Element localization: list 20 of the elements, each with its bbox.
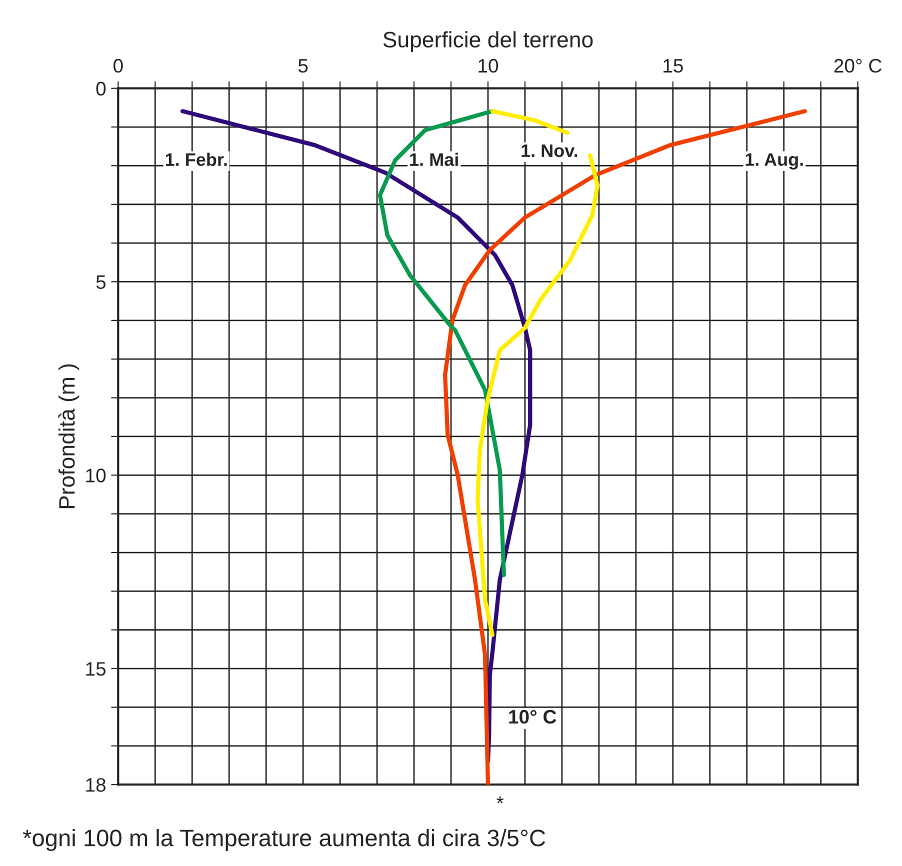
y-tick-label: 18 <box>86 778 106 792</box>
annotation: 10° C <box>509 710 556 724</box>
x-tick-label: 15 <box>664 59 683 73</box>
text: * <box>496 796 504 804</box>
x-axis-title: Superficie del terreno <box>383 31 593 52</box>
series-label: 1. Nov. <box>522 144 578 158</box>
y-tick-label: 5 <box>96 275 106 289</box>
y-axis-title: Profondità (m ) <box>58 364 80 508</box>
x-tick-label: 0 <box>114 58 123 73</box>
series-label: 1. Aug. <box>746 153 803 170</box>
y-tick-label: 10 <box>86 468 106 482</box>
x-tick-label: 10 <box>478 58 498 73</box>
line-series <box>378 109 506 578</box>
y-tick-label: 15 <box>86 662 106 676</box>
x-tick-label: 20° C <box>834 58 882 73</box>
y-tick-label: 0 <box>96 82 106 96</box>
series-label: 1. Mai <box>410 152 458 166</box>
series-label: 1. Febr. <box>166 152 227 166</box>
text: *ogni 100 m la Temperature aumenta di cira 3/5°C <box>22 829 546 852</box>
x-tick-label: 5 <box>298 59 308 73</box>
